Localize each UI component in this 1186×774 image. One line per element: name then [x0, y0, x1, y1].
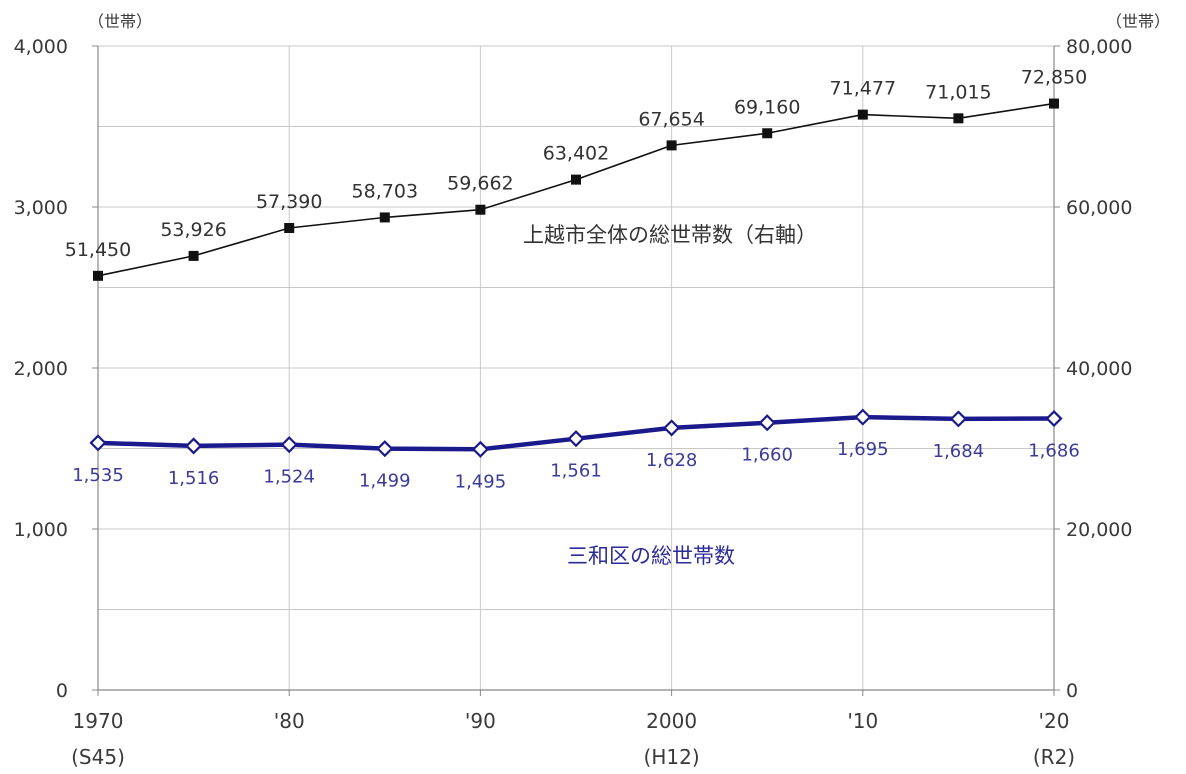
total-data-label: 72,850 — [1021, 67, 1087, 89]
total-point — [857, 109, 868, 120]
left-axis-unit: （世帯） — [88, 12, 152, 31]
sanwa-data-label: 1,628 — [646, 450, 698, 471]
x-axis-ticks: 1970 (S45) '80 '90 2000 (H12) '10 '20 (R2) — [71, 690, 1075, 769]
total-point — [1049, 98, 1059, 109]
sanwa-data-label: 1,684 — [933, 441, 985, 462]
left-tick-label: 1,000 — [14, 519, 68, 541]
sanwa-point — [376, 440, 394, 458]
total-data-label: 51,450 — [65, 239, 131, 261]
sanwa-data-label: 1,686 — [1028, 441, 1080, 462]
sanwa-point — [280, 436, 298, 454]
total-point — [953, 113, 964, 124]
total-data-label: 71,015 — [925, 81, 991, 103]
sanwa-data-label: 1,561 — [550, 461, 602, 482]
total-point — [475, 204, 486, 215]
sanwa-point — [185, 437, 203, 455]
sanwa-point — [663, 419, 681, 437]
total-point — [762, 128, 773, 139]
total-series-line — [97, 102, 1055, 277]
total-data-label: 59,662 — [447, 173, 513, 195]
x-tick-label: '90 — [465, 709, 496, 733]
left-tick-label: 3,000 — [14, 197, 68, 219]
right-axis-ticks: 0 20,000 40,000 60,000 80,000 — [1054, 36, 1132, 702]
total-data-label: 53,926 — [160, 219, 226, 241]
x-tick-sublabel: (R2) — [1033, 745, 1075, 769]
x-tick-label: '80 — [274, 709, 305, 733]
series-total-households: 51,450 53,926 57,390 58,703 59,662 63,402 67,6… — [65, 67, 1087, 281]
right-tick-label: 80,000 — [1066, 36, 1132, 58]
left-tick-label: 4,000 — [14, 36, 68, 58]
right-tick-label: 40,000 — [1066, 358, 1132, 380]
series-sanwa-households: 1,535 1,516 1,524 1,499 1,495 1,561 1,628 1,660… — [72, 408, 1080, 492]
left-tick-label: 0 — [56, 680, 68, 702]
total-data-label: 69,160 — [734, 96, 800, 118]
left-axis-ticks: 0 1,000 2,000 3,000 4,000 — [14, 36, 98, 702]
total-data-label: 57,390 — [256, 191, 322, 213]
total-data-label: 58,703 — [352, 180, 418, 202]
sanwa-point — [854, 408, 872, 426]
total-data-label: 67,654 — [638, 108, 704, 130]
left-tick-label: 2,000 — [14, 358, 68, 380]
sanwa-data-label: 1,516 — [168, 468, 220, 489]
total-data-label: 71,477 — [830, 78, 896, 100]
sanwa-data-label: 1,535 — [72, 465, 124, 486]
sanwa-data-label: 1,495 — [455, 471, 507, 492]
sanwa-point — [1045, 409, 1063, 428]
sanwa-point — [758, 414, 776, 432]
sanwa-point — [567, 430, 585, 448]
x-tick-sublabel: (S45) — [71, 745, 125, 769]
total-data-label: 63,402 — [543, 143, 609, 165]
right-tick-label: 20,000 — [1066, 519, 1132, 541]
sanwa-point — [89, 434, 107, 452]
x-tick-label: 2000 — [646, 709, 697, 733]
right-tick-label: 60,000 — [1066, 197, 1132, 219]
sanwa-data-label: 1,695 — [837, 439, 889, 460]
total-point — [188, 250, 199, 261]
total-point — [284, 223, 295, 234]
sanwa-point — [471, 440, 489, 458]
sanwa-point — [949, 410, 967, 428]
sanwa-data-label: 1,660 — [741, 445, 793, 466]
x-tick-sublabel: (H12) — [644, 745, 700, 769]
sanwa-data-label: 1,499 — [359, 471, 411, 492]
x-tick-label: 1970 — [73, 709, 124, 733]
x-tick-label: '20 — [1039, 709, 1070, 733]
right-axis-unit: （世帯） — [1106, 12, 1170, 31]
total-point — [93, 270, 103, 281]
series-sanwa-label: 三和区の総世帯数 — [567, 544, 735, 568]
total-point — [379, 212, 390, 223]
total-point — [666, 140, 677, 151]
sanwa-data-label: 1,524 — [263, 467, 315, 488]
series-total-label: 上越市全体の総世帯数（右軸） — [523, 223, 817, 247]
right-tick-label: 0 — [1066, 680, 1078, 702]
x-tick-label: '10 — [847, 709, 878, 733]
total-point — [571, 174, 581, 185]
